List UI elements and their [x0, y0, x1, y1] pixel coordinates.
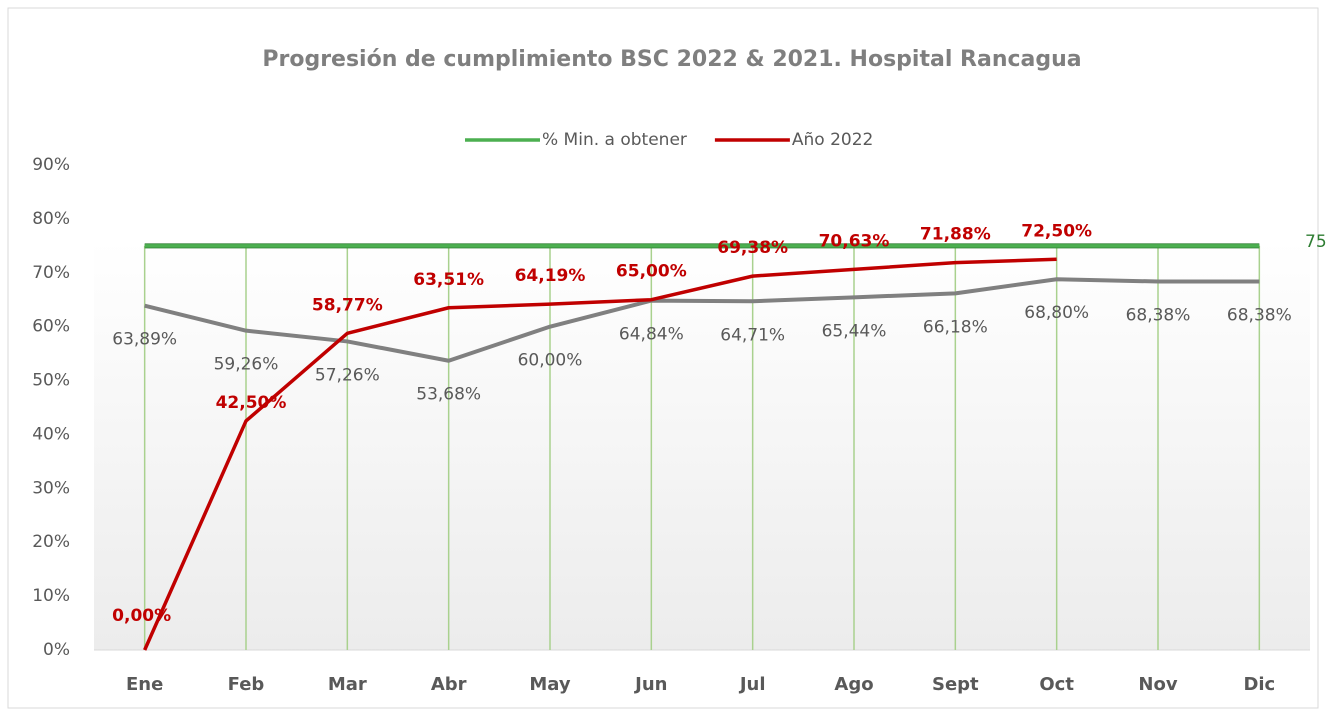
data-label: 59,26% [214, 355, 279, 375]
data-label: 42,50% [216, 393, 287, 413]
y-tick-label: 70% [32, 263, 70, 283]
data-label: 57,26% [315, 365, 380, 385]
plot-background [94, 240, 1310, 650]
y-tick-label: 40% [32, 424, 70, 444]
data-label: 66,18% [923, 317, 988, 337]
legend-label: % Min. a obtener [542, 130, 687, 150]
x-tick-label: Nov [1138, 674, 1177, 695]
y-tick-label: 60% [32, 317, 70, 337]
y-tick-label: 80% [32, 209, 70, 229]
series-line [143, 257, 1057, 651]
x-tick-label: Abr [431, 674, 467, 695]
x-tick-label: Sept [932, 674, 979, 695]
x-tick-label: May [529, 674, 571, 695]
data-label: 64,19% [515, 266, 586, 286]
y-tick-label: 10% [32, 586, 70, 606]
data-label: 70,63% [819, 231, 890, 251]
x-tick-label: Ago [834, 674, 873, 695]
data-label: 68,38% [1126, 306, 1191, 326]
data-label: 69,38% [717, 238, 788, 258]
x-tick-label: Feb [228, 674, 265, 695]
data-label: 68,38% [1227, 306, 1292, 326]
x-tick-label: Jun [633, 674, 667, 695]
series-line [144, 277, 1260, 363]
y-tick-label: 30% [32, 478, 70, 498]
data-label: 65,44% [822, 321, 887, 341]
y-tick-label: 90% [32, 155, 70, 175]
data-label: 63,51% [413, 270, 484, 290]
y-tick-label: 50% [32, 371, 70, 391]
data-label: 72,50% [1021, 221, 1092, 241]
data-label: 53,68% [416, 385, 481, 405]
data-label: 64,71% [720, 325, 785, 345]
data-label: 65,00% [616, 262, 687, 282]
x-tick-label: Oct [1039, 674, 1074, 695]
chart-title: Progresión de cumplimiento BSC 2022 & 20… [262, 47, 1081, 72]
data-label: 68,80% [1024, 303, 1089, 323]
data-label: 63,89% [112, 330, 177, 350]
x-tick-label: Mar [328, 674, 367, 695]
data-label: 0,00% [112, 606, 171, 626]
data-label: 64,84% [619, 325, 684, 345]
y-tick-label: 20% [32, 532, 70, 552]
data-label: 75% [1305, 232, 1326, 252]
x-tick-label: Ene [126, 674, 163, 695]
x-tick-label: Jul [738, 674, 766, 695]
data-label: 60,00% [518, 351, 583, 371]
data-label: 71,88% [920, 225, 991, 245]
data-label: 58,77% [312, 295, 383, 315]
legend-label: Año 2022 [792, 130, 873, 150]
y-tick-label: 0% [43, 640, 70, 660]
x-tick-label: Dic [1243, 674, 1275, 695]
